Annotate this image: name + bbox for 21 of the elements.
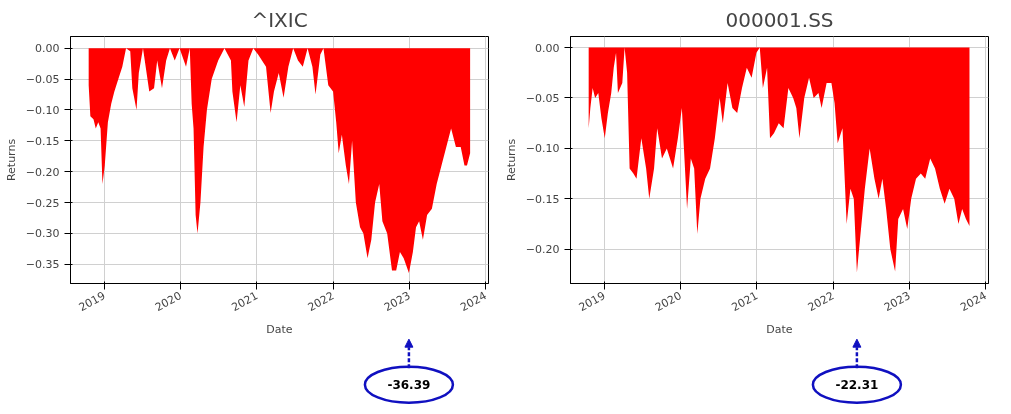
y-tick-label: −0.10 [25,103,60,117]
y-tick-label: −0.15 [25,134,60,148]
y-tick-label: −0.35 [25,258,60,272]
y-tick-label: −0.05 [25,73,60,87]
y-tick-label: −0.15 [525,192,560,206]
y-tick-label: −0.20 [25,165,60,179]
text: -36.39 [387,378,431,393]
y-tick-label: −0.25 [25,196,60,210]
chart-title: ^IXIC [251,7,308,32]
x-axis-title: Date [766,322,793,336]
y-axis-title: Returns [504,138,518,182]
chart-title: 000001.SS [725,7,834,32]
y-tick-label: −0.20 [525,243,560,257]
y-tick-label: −0.30 [25,227,60,241]
y-tick-label: 0.00 [35,42,60,56]
y-tick-label: −0.05 [525,92,560,105]
y-axis-title: Returns [4,138,18,182]
y-tick-label: 0.00 [535,41,560,55]
y-tick-label: −0.10 [525,142,560,156]
text: -22.31 [835,378,879,393]
x-axis-title: Date [266,322,293,336]
